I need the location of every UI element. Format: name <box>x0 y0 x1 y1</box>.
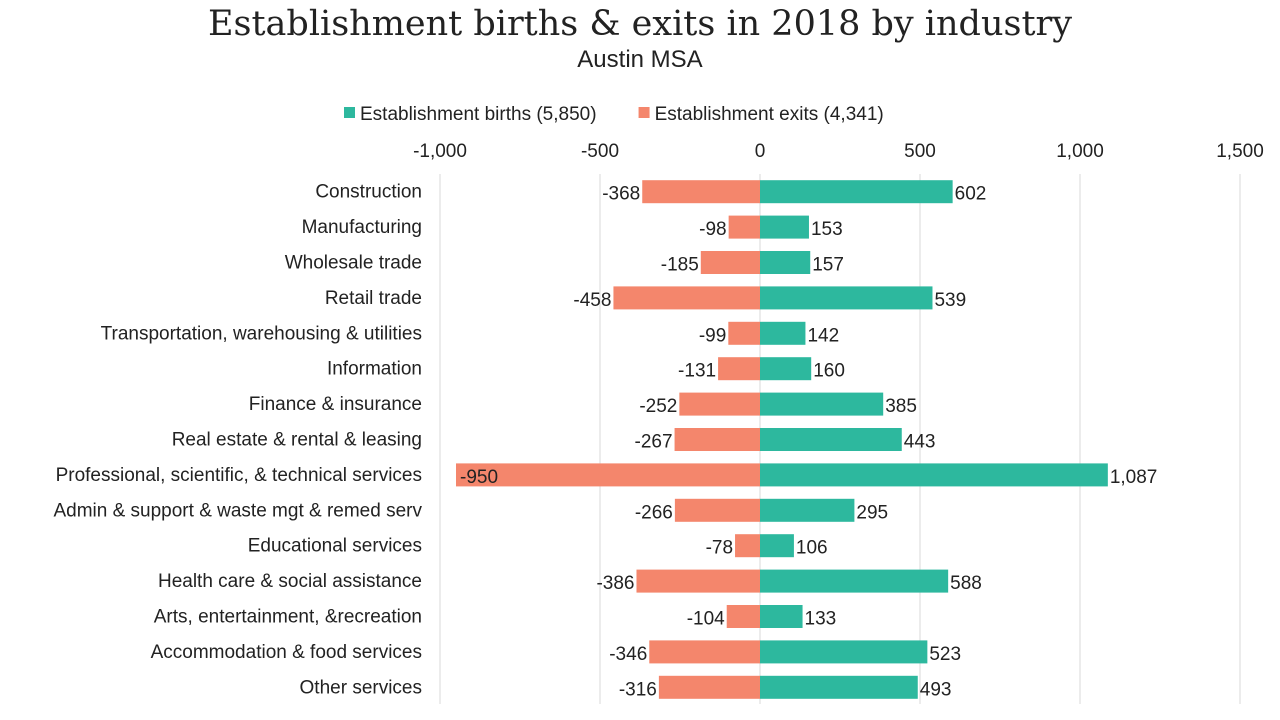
exits-bar <box>642 180 760 204</box>
births-bar <box>760 286 933 310</box>
exits-data-label: -266 <box>635 502 673 523</box>
exits-bar <box>726 605 760 628</box>
category-label: Professional, scientific, & technical se… <box>56 465 422 486</box>
births-bar <box>760 428 902 451</box>
legend-swatch <box>638 107 650 118</box>
exits-bar <box>679 392 760 416</box>
x-tick-label: 1,500 <box>1216 141 1264 162</box>
category-label: Information <box>327 359 422 380</box>
births-data-label: 443 <box>904 432 936 453</box>
exits-data-label: -346 <box>609 644 647 665</box>
births-data-label: 539 <box>934 290 966 311</box>
exits-data-label: -185 <box>661 255 699 276</box>
category-label: Real estate & rental & leasing <box>172 430 422 451</box>
category-label: Educational services <box>248 536 422 557</box>
category-label: Arts, entertainment, &recreation <box>154 607 422 628</box>
exits-data-label: -104 <box>687 609 725 630</box>
births-data-label: 295 <box>856 502 888 523</box>
x-tick-label: -1,000 <box>413 141 467 162</box>
exits-bar <box>700 251 760 274</box>
exits-bar <box>613 286 760 310</box>
births-data-label: 493 <box>920 679 952 700</box>
births-bar <box>760 392 884 416</box>
exits-data-label: -267 <box>635 432 673 453</box>
exits-bar <box>735 534 760 558</box>
births-data-label: 588 <box>950 573 982 594</box>
exits-bar <box>718 357 760 381</box>
births-bar <box>760 675 918 699</box>
births-data-label: 385 <box>885 396 917 417</box>
category-label: Other services <box>300 677 422 698</box>
category-label: Construction <box>315 182 422 203</box>
exits-data-label: -458 <box>573 290 611 311</box>
chart-subtitle: Austin MSA <box>577 46 703 73</box>
x-tick-label: 1,000 <box>1056 141 1104 162</box>
category-label: Retail trade <box>325 288 422 309</box>
category-label: Health care & social assistance <box>158 571 422 592</box>
exits-bar <box>728 321 760 345</box>
births-bar <box>760 640 928 664</box>
exits-data-label: -386 <box>596 573 634 594</box>
exits-data-label: -99 <box>699 325 726 346</box>
x-tick-label: 500 <box>904 141 936 162</box>
category-label: Finance & insurance <box>249 394 422 415</box>
births-bar <box>760 605 803 628</box>
births-bar <box>760 251 811 274</box>
exits-bar <box>649 640 760 664</box>
legend-swatch <box>344 107 355 118</box>
births-bar <box>760 215 809 239</box>
exits-bar <box>728 215 760 239</box>
births-data-label: 523 <box>929 644 961 665</box>
exits-bar <box>456 463 760 487</box>
category-label: Transportation, warehousing & utilities <box>101 323 422 344</box>
exits-bar <box>636 569 760 593</box>
births-bar <box>760 321 806 345</box>
births-bar <box>760 534 794 558</box>
births-data-label: 142 <box>807 325 839 346</box>
births-data-label: 133 <box>805 609 837 630</box>
births-data-label: 106 <box>796 538 828 559</box>
exits-bar <box>674 498 760 522</box>
births-bar <box>760 357 812 381</box>
births-data-label: 157 <box>812 255 844 276</box>
births-bar <box>760 463 1108 487</box>
exits-data-label: -368 <box>602 184 640 205</box>
legend-label: Establishment exits (4,341) <box>655 104 884 125</box>
category-label: Wholesale trade <box>285 253 422 274</box>
exits-bar <box>658 675 760 699</box>
chart-title: Establishment births & exits in 2018 by … <box>207 4 1073 44</box>
births-bar <box>760 180 953 204</box>
x-tick-label: 0 <box>755 141 766 162</box>
exits-data-label: -316 <box>619 679 657 700</box>
births-bar <box>760 498 855 522</box>
births-data-label: 153 <box>811 219 843 240</box>
exits-data-label: -98 <box>699 219 726 240</box>
category-label: Admin & support & waste mgt & remed serv <box>53 500 422 521</box>
x-tick-label: -500 <box>581 141 619 162</box>
legend-label: Establishment births (5,850) <box>360 104 597 125</box>
category-label: Manufacturing <box>302 217 422 238</box>
exits-data-label: -78 <box>706 538 733 559</box>
births-data-label: 1,087 <box>1110 467 1158 488</box>
births-data-label: 160 <box>813 361 845 382</box>
category-label: Accommodation & food services <box>151 642 422 663</box>
exits-data-label: -252 <box>639 396 677 417</box>
births-bar <box>760 569 949 593</box>
births-data-label: 602 <box>955 184 987 205</box>
exits-bar <box>674 428 760 451</box>
exits-data-label: -950 <box>460 467 498 488</box>
exits-data-label: -131 <box>678 361 716 382</box>
